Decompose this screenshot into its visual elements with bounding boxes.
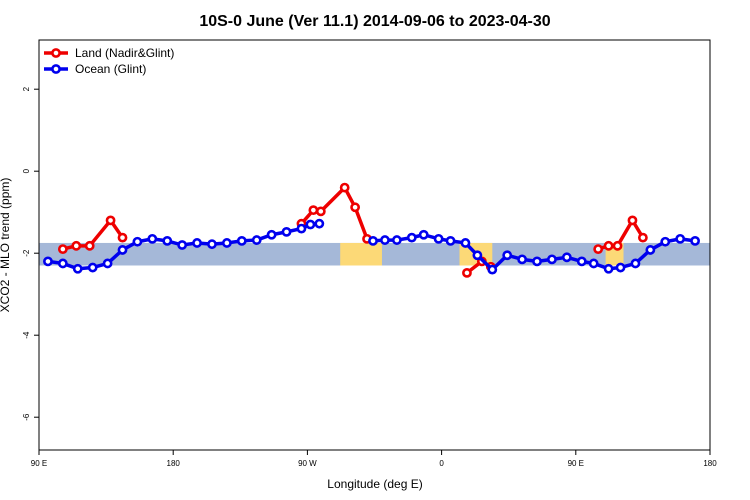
series-1-point xyxy=(576,256,587,267)
land-band-0 xyxy=(340,242,382,266)
series-1-point xyxy=(314,218,325,229)
series-0-point xyxy=(84,240,95,251)
series-1-point xyxy=(615,262,626,273)
series-1-point xyxy=(177,240,188,250)
y-tick-label: 2 xyxy=(22,86,31,91)
series-1-point xyxy=(251,235,262,245)
series-1-point xyxy=(532,256,542,267)
series-1-point xyxy=(588,258,599,269)
x-tick-label: 180 xyxy=(703,459,717,468)
series-0-point xyxy=(71,240,82,251)
series-1-point xyxy=(236,235,247,246)
series-1-point xyxy=(87,262,98,273)
series-1-point xyxy=(281,226,292,237)
series-1-point xyxy=(517,254,528,265)
series-0-point xyxy=(315,206,326,217)
x-tick-label: 90 E xyxy=(31,459,47,468)
x-tick-label: 0 xyxy=(439,459,444,468)
series-1-point xyxy=(561,252,572,263)
series-1-point xyxy=(57,258,68,269)
series-1-point xyxy=(266,229,277,240)
x-axis: 90 E 180 90 W 0 90 E 180 xyxy=(31,450,717,468)
series-0-point xyxy=(593,244,604,254)
legend-label: Land (Nadir&Glint) xyxy=(75,46,174,60)
series-0-point xyxy=(603,240,614,251)
series-1-point xyxy=(502,250,513,261)
series-1-point xyxy=(117,245,128,255)
series-1-point xyxy=(72,263,83,274)
series-1-point xyxy=(207,239,217,250)
series-1-point xyxy=(162,235,173,246)
legend-marker xyxy=(51,64,61,74)
y-axis: 2 0 -2 -4 -6 xyxy=(22,86,39,421)
series-1-point xyxy=(305,219,316,230)
series-0-point xyxy=(105,215,116,226)
series-0-point xyxy=(350,202,361,213)
series-1-point xyxy=(221,238,232,248)
series-1-point xyxy=(368,235,378,246)
series-1-point xyxy=(472,250,483,261)
series-1-point xyxy=(147,233,158,244)
series-0-point xyxy=(462,267,472,278)
series-0-point xyxy=(117,232,128,243)
series-1-point xyxy=(660,236,671,247)
series-1-point xyxy=(102,258,113,269)
y-tick-label: -6 xyxy=(22,413,31,421)
legend-label: Ocean (Glint) xyxy=(75,62,146,76)
series-0-point xyxy=(339,182,350,193)
series-1-point xyxy=(547,254,557,265)
y-axis-label: XCO2 - MLO trend (ppm) xyxy=(0,178,12,313)
series-0-point xyxy=(638,232,648,243)
plot-frame xyxy=(38,39,711,451)
series-1-point xyxy=(380,235,390,245)
series-1-point xyxy=(675,233,686,244)
series-1-point xyxy=(132,236,143,247)
series-1 xyxy=(43,218,700,275)
series-layer xyxy=(43,182,700,278)
series-1-point xyxy=(630,258,641,269)
series-1-point xyxy=(43,256,53,267)
series-1-point xyxy=(391,235,402,245)
x-tick-label: 90 W xyxy=(298,459,317,468)
y-tick-label: -4 xyxy=(22,331,31,339)
series-0-point xyxy=(612,240,623,251)
series-1-point xyxy=(690,235,700,246)
series-1-point xyxy=(603,263,614,274)
series-1-point xyxy=(192,238,202,248)
series-1-point xyxy=(418,229,429,240)
x-tick-label: 180 xyxy=(167,459,181,468)
series-1-point xyxy=(460,238,471,248)
legend: Land (Nadir&Glint) Ocean (Glint) xyxy=(44,46,174,76)
series-1-point xyxy=(296,223,307,234)
series-0-point xyxy=(308,205,319,216)
series-1-point xyxy=(645,245,656,255)
y-tick-label: -2 xyxy=(22,249,31,257)
series-1-point xyxy=(487,264,498,275)
x-axis-label: Longitude (deg E) xyxy=(327,477,422,491)
chart-title: 10S-0 June (Ver 11.1) 2014-09-06 to 2023… xyxy=(199,13,550,30)
y-tick-label: 0 xyxy=(22,168,31,173)
series-1-point xyxy=(406,232,417,243)
series-1-point xyxy=(445,235,456,246)
x-tick-label: 90 E xyxy=(568,459,584,468)
series-1-point xyxy=(433,233,444,244)
series-0-point xyxy=(627,215,638,226)
series-0 xyxy=(57,182,648,278)
legend-marker xyxy=(51,48,61,58)
series-0-point xyxy=(57,244,68,254)
